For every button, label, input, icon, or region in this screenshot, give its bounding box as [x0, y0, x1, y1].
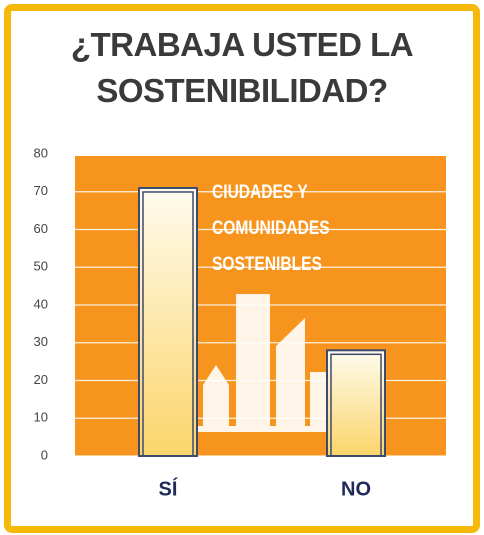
background-text: COMUNIDADES [212, 217, 330, 239]
y-tick-label: 60 [34, 221, 48, 236]
chart-title: ¿TRABAJA USTED LA SOSTENIBILIDAD? [57, 22, 427, 114]
y-tick-label: 70 [34, 183, 48, 198]
bar [327, 350, 385, 456]
page: CIUDADES Y COMUNIDADES SOSTENIBLES 0 10 20 30… [0, 0, 484, 535]
y-tick-label: 10 [34, 410, 48, 425]
y-tick-label: 40 [34, 296, 48, 311]
bar [139, 188, 197, 456]
y-tick-label: 20 [34, 372, 48, 387]
y-tick-label: 30 [34, 334, 48, 349]
x-tick-label: NO [341, 478, 371, 500]
y-tick-label: 0 [41, 447, 48, 462]
y-tick-label: 80 [34, 145, 48, 160]
y-tick-label: 50 [34, 259, 48, 274]
background-text: CIUDADES Y [212, 181, 308, 203]
background-text: SOSTENIBLES [212, 253, 322, 275]
x-tick-label: SÍ [159, 477, 178, 500]
